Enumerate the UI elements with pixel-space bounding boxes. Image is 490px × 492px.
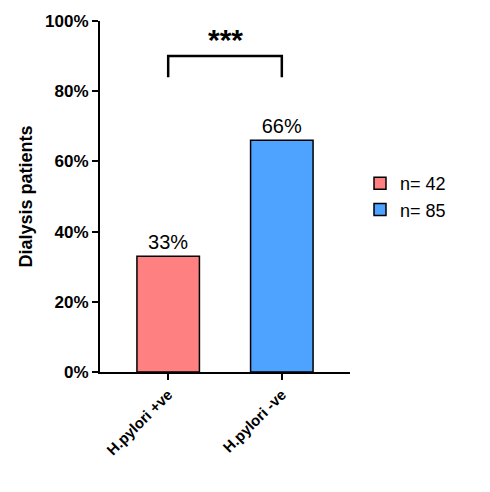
svg-text:H.pylori -ve: H.pylori -ve [219,386,289,456]
svg-text:66%: 66% [262,115,302,137]
svg-text:80%: 80% [55,82,89,101]
svg-text:n= 42: n= 42 [400,174,446,194]
svg-text:***: *** [208,23,243,56]
svg-text:n= 85: n= 85 [400,201,446,221]
svg-text:40%: 40% [55,223,89,242]
svg-text:33%: 33% [148,231,188,253]
svg-text:H.pylori +ve: H.pylori +ve [103,386,175,458]
svg-text:100%: 100% [45,12,88,31]
svg-text:20%: 20% [55,293,89,312]
svg-text:Dialysis patients: Dialysis patients [16,125,36,267]
svg-text:0%: 0% [64,363,89,382]
svg-text:60%: 60% [55,152,89,171]
